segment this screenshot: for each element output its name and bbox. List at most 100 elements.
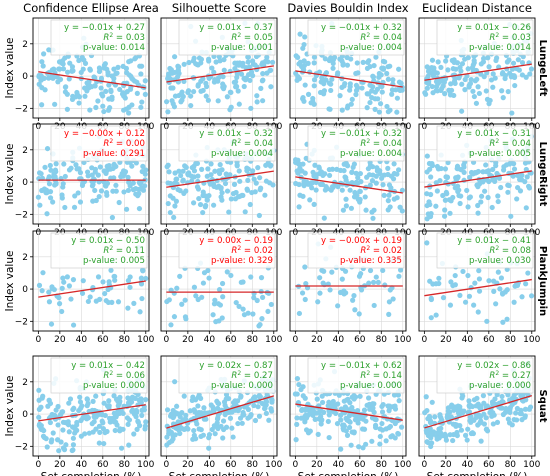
- data-point: [268, 84, 274, 90]
- data-point: [513, 410, 519, 416]
- data-point: [478, 418, 484, 424]
- data-point: [179, 301, 185, 307]
- data-point: [35, 194, 41, 200]
- data-point: [500, 95, 506, 101]
- data-point: [231, 181, 238, 187]
- data-point: [264, 54, 270, 60]
- data-point: [386, 311, 392, 317]
- data-point: [91, 419, 97, 425]
- data-point: [327, 287, 333, 293]
- data-point: [186, 59, 192, 66]
- data-point: [505, 189, 511, 195]
- data-point: [50, 430, 56, 436]
- data-point: [493, 301, 499, 307]
- data-point: [299, 290, 306, 296]
- data-point: [44, 145, 51, 152]
- data-point: [428, 315, 434, 321]
- x-tick-label: 40: [333, 335, 345, 345]
- data-point: [105, 69, 111, 76]
- data-point: [433, 312, 439, 318]
- data-point: [296, 310, 303, 317]
- y-axis-label: Index value: [4, 144, 16, 205]
- x-tick-label: 40: [462, 460, 474, 470]
- data-point: [427, 426, 433, 432]
- data-point: [293, 180, 299, 187]
- row-label: PlankJumpin: [537, 246, 548, 316]
- data-point: [80, 278, 86, 284]
- r-squared: R2 = 0.03: [103, 32, 145, 43]
- data-point: [349, 169, 355, 176]
- data-point: [256, 413, 263, 419]
- r-squared: R2 = 0.14: [360, 370, 402, 381]
- data-point: [366, 172, 373, 178]
- data-point: [312, 162, 318, 168]
- data-point: [365, 59, 371, 65]
- data-point: [126, 417, 133, 423]
- data-point: [241, 412, 247, 418]
- stats-box: [178, 357, 276, 394]
- data-point: [335, 401, 341, 407]
- data-point: [125, 305, 131, 311]
- data-point: [197, 201, 204, 208]
- data-point: [347, 87, 353, 93]
- panel-frame: [418, 123, 536, 225]
- y-tick-label: 0: [22, 285, 28, 295]
- data-point: [428, 191, 434, 198]
- data-point: [216, 400, 222, 407]
- x-tick-label: 0: [293, 335, 299, 345]
- data-point: [511, 166, 518, 172]
- data-point: [261, 401, 267, 407]
- data-point: [203, 80, 209, 86]
- data-point: [246, 64, 253, 70]
- data-point: [387, 287, 393, 293]
- data-point: [172, 379, 178, 385]
- stats-box: [50, 357, 148, 394]
- data-point: [475, 202, 481, 209]
- data-point: [466, 293, 473, 299]
- data-point: [109, 96, 115, 102]
- x-tick-label: 0: [36, 335, 42, 345]
- data-point: [434, 436, 440, 442]
- data-point: [429, 162, 436, 169]
- data-point: [102, 61, 108, 67]
- data-point: [87, 67, 93, 73]
- data-point: [428, 295, 434, 301]
- data-point: [219, 190, 225, 196]
- data-point: [268, 67, 274, 73]
- data-point: [453, 66, 459, 72]
- data-point: [78, 69, 84, 76]
- data-point: [430, 281, 436, 287]
- data-point: [478, 61, 484, 67]
- data-point: [134, 79, 140, 85]
- data-point: [100, 426, 106, 432]
- data-point: [139, 63, 145, 69]
- r-squared: R2 = 0.27: [489, 370, 531, 381]
- data-point: [490, 177, 496, 183]
- data-point: [394, 95, 400, 101]
- data-point: [456, 192, 462, 199]
- data-point: [228, 104, 234, 110]
- data-point: [113, 71, 119, 77]
- regression-equation: y = 0.01x − 0.26: [457, 23, 531, 33]
- data-point: [166, 439, 173, 446]
- data-point: [269, 397, 275, 403]
- data-point: [60, 184, 66, 190]
- data-point: [60, 427, 66, 433]
- x-tick-label: 0: [422, 335, 428, 345]
- data-point: [183, 412, 189, 419]
- data-point: [447, 302, 454, 308]
- data-point: [371, 302, 377, 309]
- data-point: [172, 432, 178, 438]
- data-point: [263, 162, 269, 168]
- data-point: [381, 172, 387, 178]
- data-point: [299, 168, 305, 174]
- r-squared: R2 = 0.08: [489, 245, 531, 256]
- x-tick-label: 80: [505, 335, 517, 345]
- data-point: [87, 107, 93, 113]
- data-point: [240, 63, 246, 69]
- data-point: [495, 193, 501, 199]
- data-point: [124, 70, 130, 76]
- data-point: [206, 435, 212, 441]
- data-point: [296, 204, 302, 210]
